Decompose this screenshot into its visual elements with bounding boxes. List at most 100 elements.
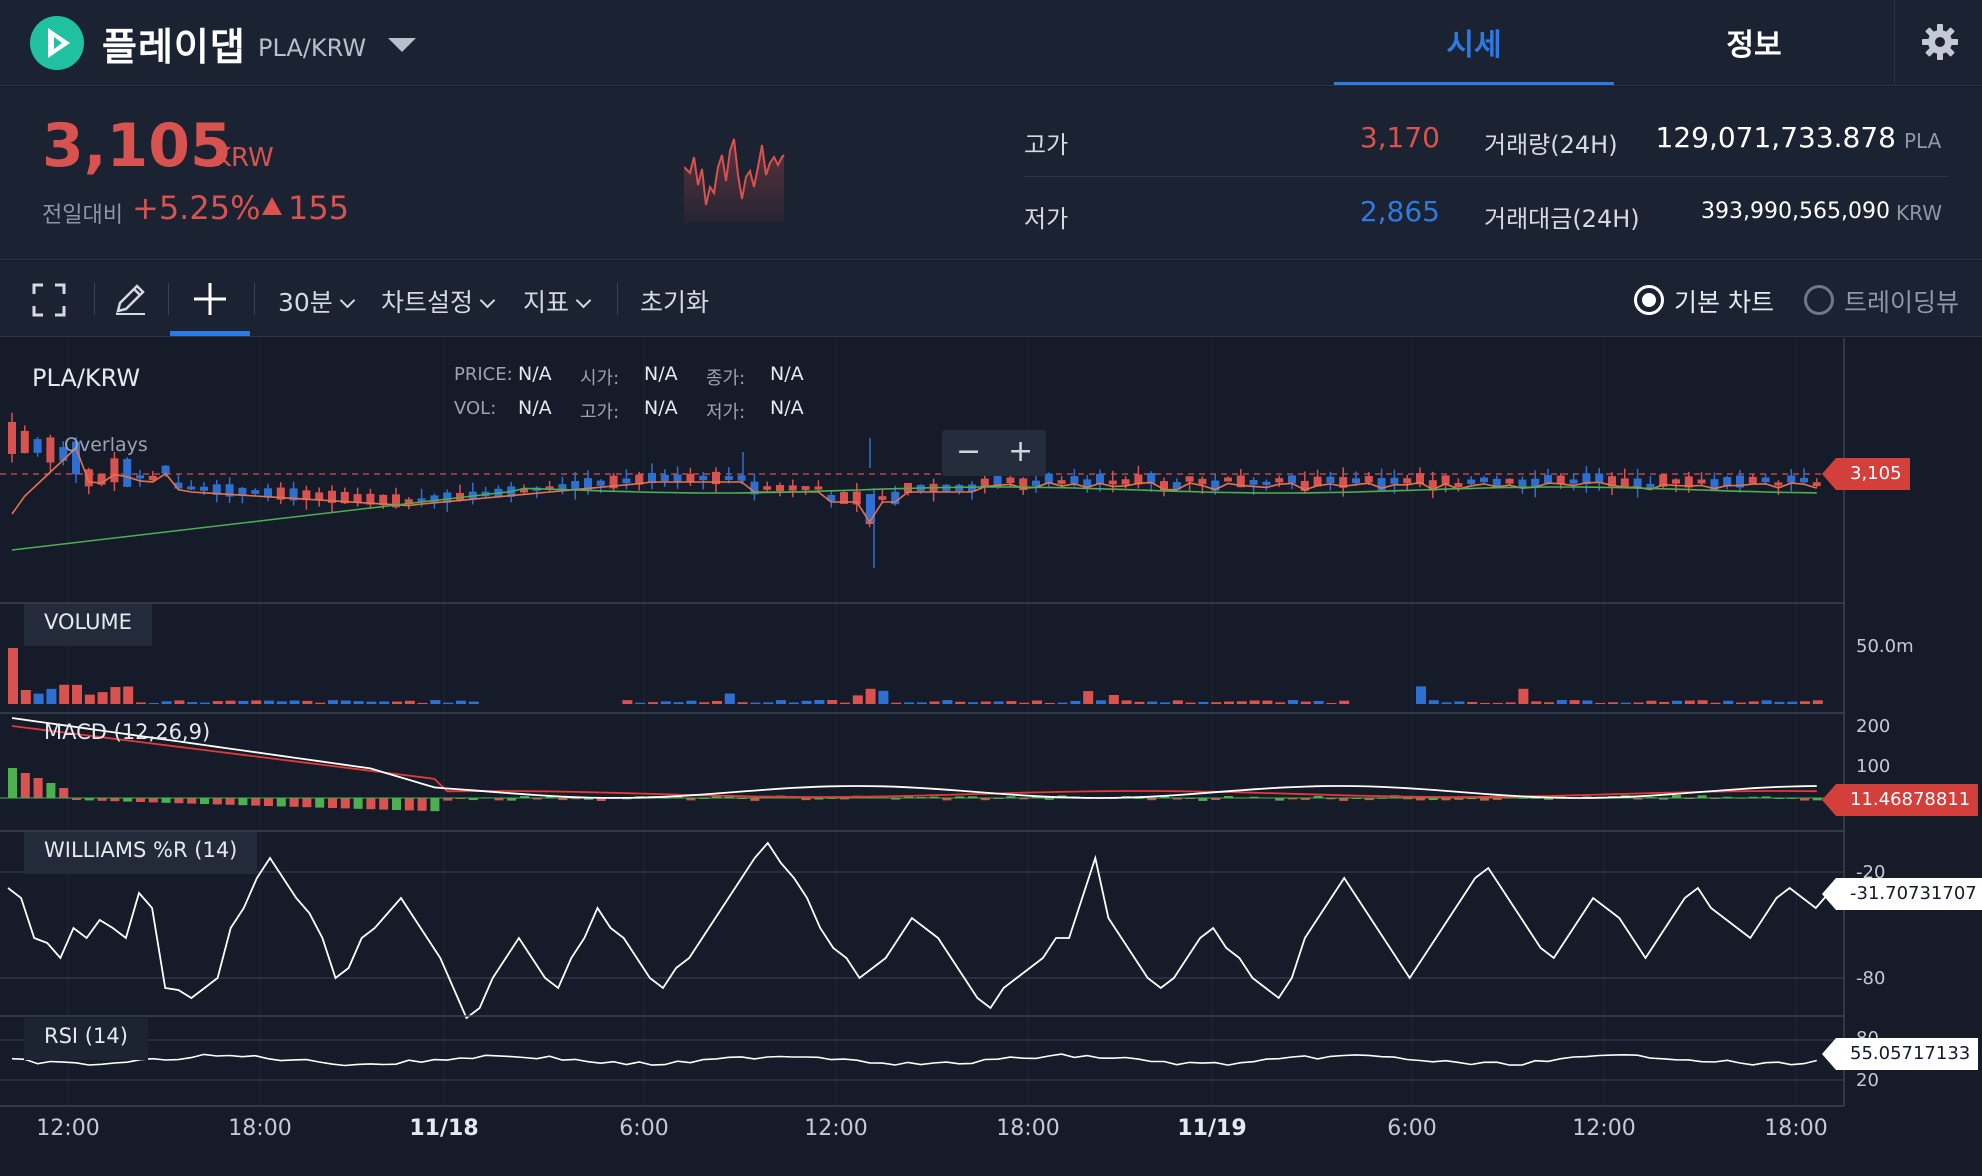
macd-histogram-bar xyxy=(392,798,401,810)
zoom-in-button[interactable]: + xyxy=(1008,434,1034,469)
ohlc-high-value: N/A xyxy=(644,397,678,419)
volume-bar xyxy=(1659,701,1670,704)
volume-bar xyxy=(1249,700,1260,704)
tab-info[interactable]: 정보 xyxy=(1726,28,1782,63)
volume-24h-value: 129,071,733.878 xyxy=(1655,121,1896,154)
volume-bar xyxy=(763,702,774,704)
volume-bar xyxy=(1070,700,1081,704)
candle-body xyxy=(443,492,452,503)
gear-icon[interactable] xyxy=(1920,22,1960,66)
macd-histogram-bar xyxy=(1467,798,1477,800)
volume-bar xyxy=(1032,700,1042,704)
crosshair-icon[interactable] xyxy=(192,281,228,321)
volume-bar xyxy=(1083,691,1094,704)
basic-chart-label: 기본 차트 xyxy=(1674,288,1774,317)
app-header: 플레이댑 PLA/KRW 시세 정보 xyxy=(0,0,1982,86)
candle-body xyxy=(1787,475,1796,483)
candle-body xyxy=(1096,473,1104,485)
volume-bar xyxy=(1326,702,1337,704)
macd-histogram-bar xyxy=(1672,795,1681,798)
candle-body xyxy=(1236,475,1245,488)
turnover-24h-unit: KRW xyxy=(1896,201,1942,225)
macd-histogram-bar xyxy=(315,798,325,808)
volume-bar xyxy=(468,701,479,704)
candle-body xyxy=(1646,483,1655,488)
interval-dropdown[interactable]: 30분 xyxy=(278,283,356,319)
candle-body xyxy=(1441,475,1450,485)
candle-body xyxy=(1608,476,1616,487)
overlays-label[interactable]: Overlays xyxy=(64,434,148,456)
pencil-icon[interactable] xyxy=(112,281,148,321)
volume-bar xyxy=(225,700,236,704)
candle-body xyxy=(1454,482,1463,488)
volume-bar xyxy=(1416,686,1426,704)
macd-pane-label[interactable]: MACD (12,26,9) xyxy=(44,720,211,744)
volume-bar xyxy=(456,700,466,704)
x-tick: 12:00 xyxy=(1572,1116,1636,1141)
macd-histogram-bar xyxy=(289,798,299,807)
coin-name[interactable]: 플레이댑 xyxy=(102,25,246,69)
williams-pane-label[interactable]: WILLIAMS %R (14) xyxy=(24,832,258,874)
candle-body xyxy=(1774,482,1783,486)
ohlc-close-label: 종가: xyxy=(706,368,746,389)
volume-bar xyxy=(1339,700,1350,704)
volume-bar xyxy=(72,684,82,704)
macd-histogram-bar xyxy=(955,796,965,798)
volume-bar xyxy=(929,701,940,704)
candle-body xyxy=(1147,472,1156,484)
reset-button[interactable]: 초기화 xyxy=(640,288,710,317)
candle-body xyxy=(1403,478,1412,484)
volume-bar xyxy=(673,702,684,704)
macd-histogram-bar xyxy=(1403,798,1413,800)
price-candles xyxy=(8,412,1821,568)
macd-histogram-bar xyxy=(1313,795,1323,798)
zoom-out-button[interactable]: − xyxy=(956,434,982,469)
macd-histogram-bar xyxy=(123,798,133,802)
change-label: 전일대비 xyxy=(42,203,123,228)
change-percent: +5.25% xyxy=(132,189,261,227)
candle-body xyxy=(968,484,976,492)
chart-canvas[interactable] xyxy=(0,338,1982,1176)
macd-histogram-bar xyxy=(1288,798,1297,800)
volume-bar xyxy=(1019,702,1030,704)
candle-body xyxy=(1019,478,1028,491)
candle-body xyxy=(1032,480,1040,486)
volume-bar xyxy=(1544,702,1554,704)
indicators-dropdown[interactable]: 지표 xyxy=(523,283,592,319)
volume-bar xyxy=(264,700,274,704)
volume-bar xyxy=(1262,700,1273,704)
candle-body xyxy=(584,478,592,491)
volume-bar xyxy=(174,700,185,704)
chart-settings-dropdown[interactable]: 차트설정 xyxy=(381,283,496,319)
chart-area[interactable]: PLA/KRW PRICE: N/A 시가: N/A 종가: N/A VOL: … xyxy=(0,338,1982,1176)
volume-bar xyxy=(801,700,812,704)
tab-market[interactable]: 시세 xyxy=(1446,28,1502,63)
volume-bar xyxy=(315,702,326,704)
candle-body xyxy=(1070,476,1079,484)
macd-histogram-bar xyxy=(596,798,606,801)
candle-body xyxy=(1480,477,1488,483)
chart-settings-label: 차트설정 xyxy=(381,288,474,317)
volume-bar xyxy=(1595,702,1606,704)
fullscreen-icon[interactable] xyxy=(32,283,66,321)
volume-bar xyxy=(648,702,658,704)
chevron-down-icon[interactable] xyxy=(388,38,416,52)
coin-pair[interactable]: PLA/KRW xyxy=(258,34,367,62)
radio-checked-icon xyxy=(1634,285,1664,315)
macd-histogram-bar xyxy=(686,798,696,801)
rsi-pane-label[interactable]: RSI (14) xyxy=(24,1018,148,1060)
zoom-controls: − + xyxy=(942,430,1046,476)
chevron-down-icon xyxy=(575,292,592,309)
macd-histogram-bar xyxy=(904,796,913,798)
candle-body xyxy=(622,478,631,484)
candle-body xyxy=(1723,477,1732,487)
volume-bar xyxy=(59,684,70,704)
volume-pane-label[interactable]: VOLUME xyxy=(24,604,152,646)
chart-title: PLA/KRW xyxy=(32,364,141,392)
volume-bar xyxy=(33,693,44,704)
volume-24h-label: 거래량(24H) xyxy=(1484,131,1618,159)
macd-histogram-bar xyxy=(507,798,517,801)
x-tick: 6:00 xyxy=(1387,1116,1437,1141)
macd-histogram-bar xyxy=(1544,798,1553,800)
turnover-24h-value: 393,990,565,090 xyxy=(1701,199,1890,224)
